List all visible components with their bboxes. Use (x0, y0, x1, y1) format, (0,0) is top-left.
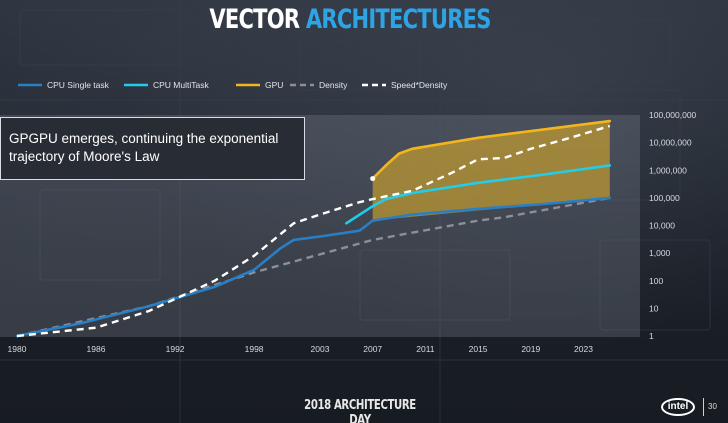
x-tick-label: 2011 (416, 344, 435, 354)
x-tick-label: 1986 (87, 344, 106, 354)
x-tick-label: 2019 (521, 344, 540, 354)
callout-box: GPGPU emerges, continuing the exponentia… (0, 117, 305, 180)
y-tick-label: 100 (649, 276, 663, 286)
x-tick-label: 2023 (574, 344, 593, 354)
legend-label-speed-density: Speed*Density (391, 80, 448, 90)
y-tick-label: 10,000 (649, 221, 675, 231)
x-tick-label: 1998 (245, 344, 264, 354)
x-tick-label: 1992 (166, 344, 185, 354)
gpu-start-marker (370, 176, 376, 182)
legend: CPU Single task CPU MultiTask GPU Density Sp… (18, 80, 448, 90)
y-tick-label: 10,000,000 (649, 138, 692, 148)
x-tick-label: 2015 (469, 344, 488, 354)
series-line-gpu (371, 119, 612, 180)
series-line-cpu-multitask (345, 164, 612, 225)
legend-label-gpu: GPU (265, 80, 283, 90)
x-tick-label: 2003 (311, 344, 330, 354)
legend-label-density: Density (319, 80, 348, 90)
title-word-architectures: ARCHITECTURES (305, 4, 492, 35)
y-tick-label: 100,000,000 (649, 110, 697, 120)
y-tick-label: 10 (649, 303, 659, 313)
y-tick-label: 1,000 (649, 248, 671, 258)
x-tick-label: 1980 (8, 344, 27, 354)
x-axis: 1980 1986 1992 1998 2003 2007 2011 2015 2019 2023 (8, 344, 594, 354)
y-axis: 1 10 100 1,000 10,000 100,000 1,000,000 10,000,… (649, 110, 697, 341)
x-tick-label: 2007 (363, 344, 382, 354)
page-number-divider (703, 398, 704, 416)
page-number: 30 (708, 402, 717, 411)
series-layer (15, 119, 612, 338)
legend-label-cpu-multitask: CPU MultiTask (153, 80, 209, 90)
y-tick-label: 1,000,000 (649, 165, 687, 175)
series-line-cpu-single-task (15, 196, 612, 338)
slide-title: VECTOR ARCHITECTURES (77, 4, 623, 35)
legend-label-cpu-single-task: CPU Single task (47, 80, 110, 90)
title-word-vector: VECTOR (209, 4, 300, 35)
y-tick-label: 1 (649, 331, 654, 341)
footer-event-name: 2018 ARCHITECTURE DAY (304, 398, 416, 423)
series-line-speed-density (16, 124, 611, 338)
y-tick-label: 100,000 (649, 193, 680, 203)
intel-logo: intel (661, 398, 695, 416)
